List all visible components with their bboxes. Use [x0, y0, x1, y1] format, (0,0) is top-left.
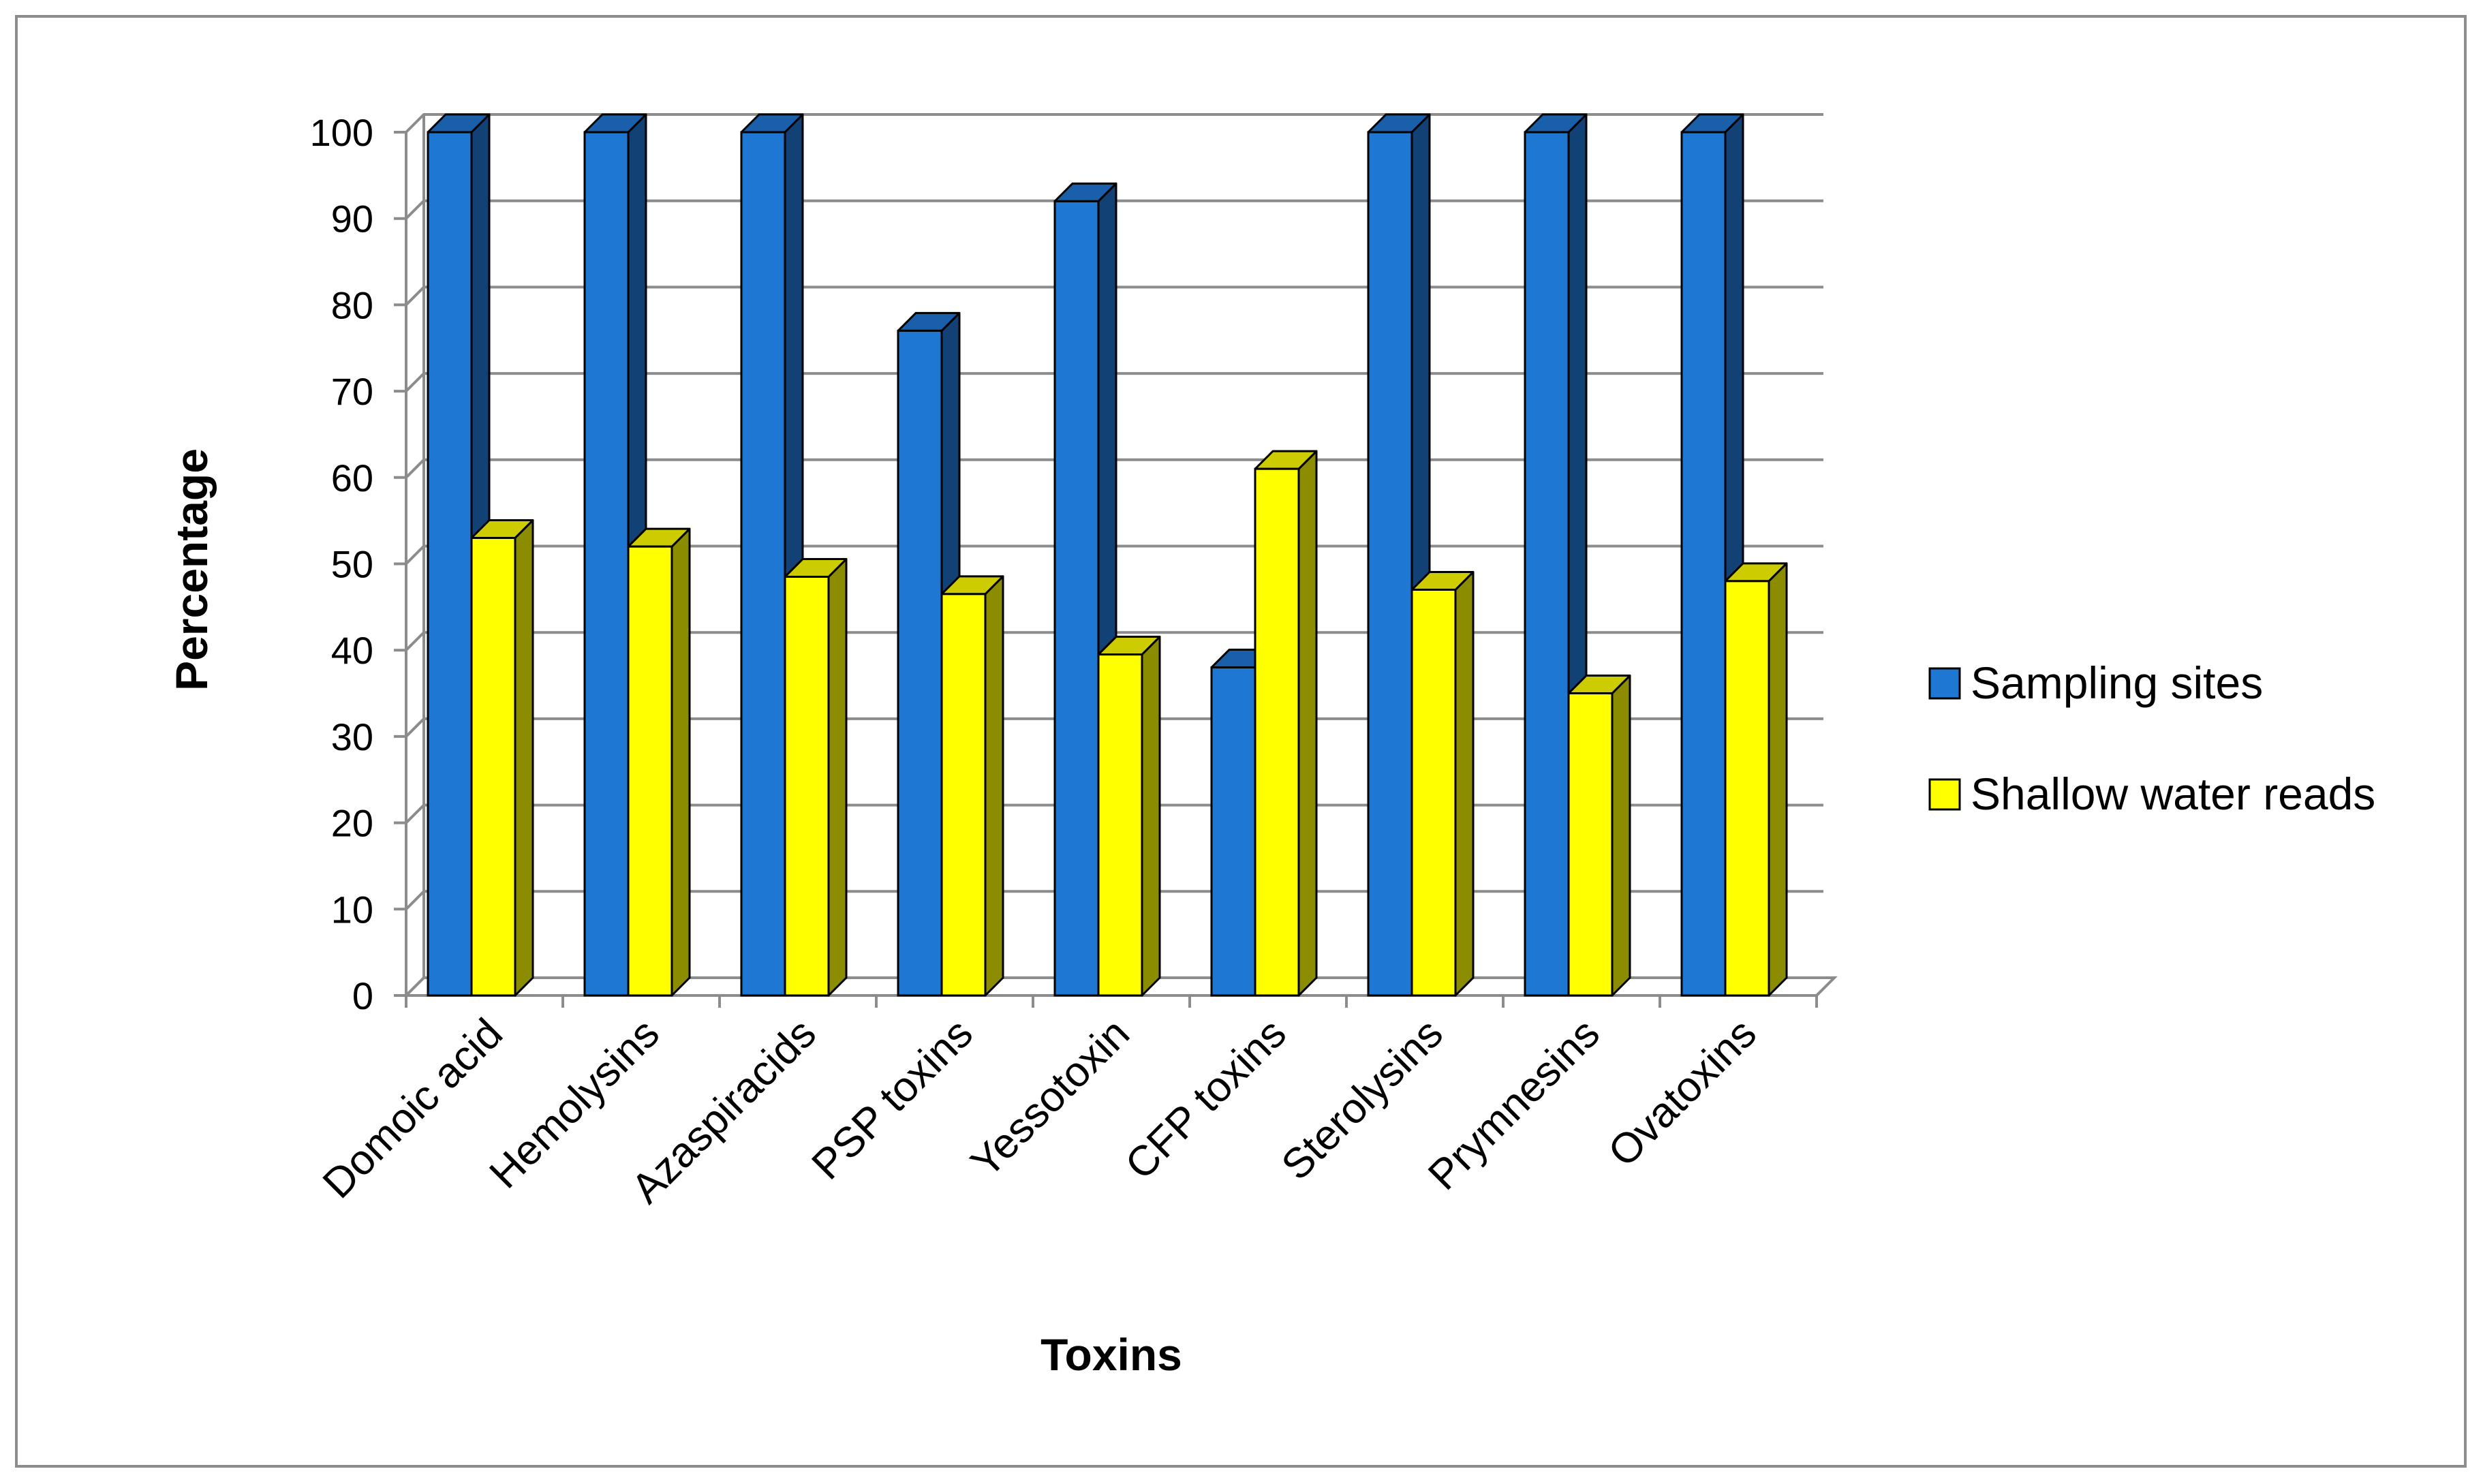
- bar-shallow-water-reads-azaspiracids: [784, 558, 848, 997]
- bar-side: [670, 527, 691, 997]
- x-tick-label: Yessotoxin: [962, 1010, 1139, 1186]
- bar-side: [514, 519, 534, 997]
- bars: [427, 113, 1788, 997]
- bar-side: [984, 575, 1004, 997]
- y-tick-label: 50: [331, 543, 373, 586]
- bar-front: [897, 329, 943, 997]
- bar-shallow-water-reads-ovatoxins: [1724, 562, 1788, 997]
- y-tick-label: 0: [352, 974, 373, 1017]
- bar-shallow-water-reads-prymnesins: [1567, 675, 1631, 997]
- bar-side: [1297, 450, 1318, 997]
- bar-side: [1611, 675, 1631, 997]
- bar-shallow-water-reads-cfp-toxins: [1254, 450, 1318, 997]
- legend-label-shallow-water-reads: Shallow water reads: [1971, 769, 2375, 819]
- legend: Sampling sites Shallow water reads: [1928, 658, 2375, 819]
- bar-front: [427, 131, 473, 997]
- bar-front: [470, 536, 516, 997]
- bar-front: [583, 131, 630, 997]
- bar-front: [940, 593, 987, 997]
- y-tick-label: 70: [331, 370, 373, 413]
- bar-sampling-sites-ovatoxins: [1680, 113, 1744, 997]
- y-tick-label: 20: [331, 802, 373, 845]
- bar-side: [1454, 571, 1475, 997]
- bar-shallow-water-reads-hemolysins: [627, 527, 691, 997]
- x-tick-label: Ovatoxins: [1599, 1010, 1765, 1176]
- bar-shallow-water-reads-yessotoxin: [1097, 636, 1161, 997]
- bar-sampling-sites-yessotoxin: [1053, 182, 1117, 997]
- bar-sampling-sites-sterolysins: [1367, 113, 1431, 997]
- y-tick-label: 100: [310, 111, 373, 154]
- x-tick-label: Prymnesins: [1419, 1010, 1609, 1199]
- axes: [394, 114, 1838, 1008]
- legend-label-sampling-sites: Sampling sites: [1971, 658, 2263, 708]
- y-tick-label: 60: [331, 457, 373, 499]
- bar-front: [1680, 131, 1727, 997]
- bar-front: [1367, 131, 1413, 997]
- bar-front: [1724, 580, 1770, 997]
- x-axis-title: Toxins: [1040, 1329, 1182, 1380]
- bar-front: [1410, 589, 1457, 997]
- bar-front: [627, 545, 673, 997]
- bar-front: [1567, 692, 1614, 997]
- y-axis-title: Percentage: [166, 448, 217, 691]
- bar-side: [1768, 562, 1788, 997]
- legend-swatch-shallow-water-reads: [1928, 778, 1961, 811]
- bar-shallow-water-reads-sterolysins: [1410, 571, 1475, 997]
- y-tick-labels: 0 10 20 30 40 50 60 70 80 90 100: [310, 111, 373, 1017]
- bar-front: [1254, 467, 1300, 997]
- bar-side: [827, 558, 848, 997]
- bar-front: [1524, 131, 1570, 997]
- y-tick-label: 10: [331, 888, 373, 931]
- y-tick-label: 40: [331, 629, 373, 672]
- bar-side: [1141, 636, 1161, 997]
- y-tick-label: 80: [331, 283, 373, 326]
- bar-chart: 0 10 20 30 40 50 60 70 80 90 100 Domoic acidHemoly…: [166, 111, 2375, 1380]
- x-tick-label: PSP toxins: [803, 1010, 981, 1188]
- bar-front: [784, 576, 830, 997]
- bar-front: [1210, 666, 1256, 997]
- bar-front: [740, 131, 786, 997]
- bar-front: [1097, 653, 1143, 997]
- y-tick-label: 90: [331, 198, 373, 241]
- legend-swatch-sampling-sites: [1928, 667, 1961, 700]
- bar-shallow-water-reads-domoic-acid: [470, 519, 534, 997]
- x-tick-label: Domoic acid: [314, 1010, 512, 1207]
- y-tick-label: 30: [331, 715, 373, 758]
- bar-shallow-water-reads-psp-toxins: [940, 575, 1004, 997]
- bar-front: [1053, 200, 1100, 997]
- chart-frame: 0 10 20 30 40 50 60 70 80 90 100 Domoic acid Hemoly…: [15, 15, 2467, 1468]
- x-tick-label: CFP toxins: [1117, 1010, 1295, 1188]
